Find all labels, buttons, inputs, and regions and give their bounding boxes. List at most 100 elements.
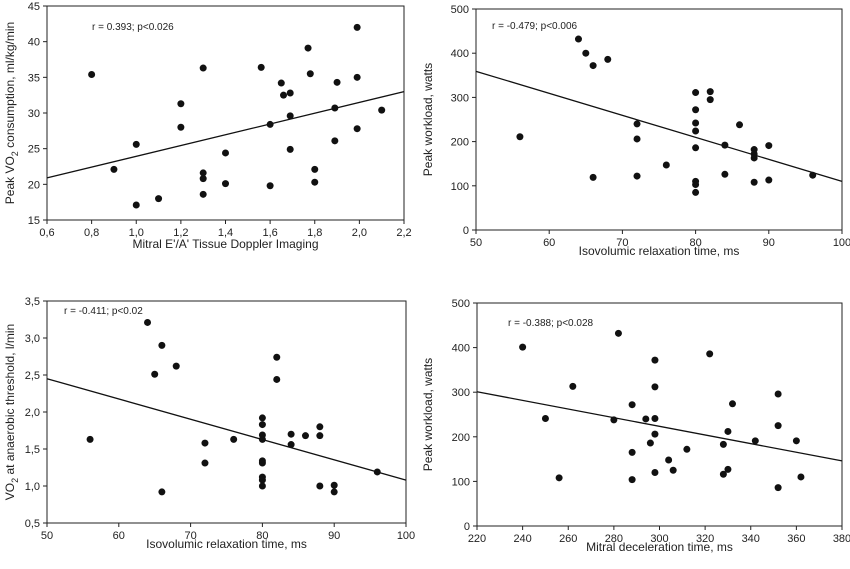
scatter-panel-3: 50 60 70 80 90 100 0,5 1,0 1,5 2,0 2,5 3,0 3,5 Isovol… — [3, 296, 415, 551]
data-point — [330, 481, 338, 489]
data-point — [311, 178, 319, 186]
x-tick-label: 60 — [543, 237, 555, 249]
data-point — [201, 459, 209, 467]
data-point — [378, 106, 386, 114]
plot-frame — [475, 8, 843, 231]
data-point — [266, 182, 274, 190]
y-tick-label: 500 — [451, 4, 469, 16]
data-point — [692, 119, 700, 127]
data-point — [172, 362, 180, 370]
data-point — [692, 144, 700, 152]
data-point — [651, 356, 659, 364]
data-point — [258, 435, 266, 443]
data-point — [258, 482, 266, 490]
data-point — [719, 440, 727, 448]
data-point — [353, 23, 361, 31]
data-point — [706, 88, 714, 96]
data-point — [662, 161, 670, 169]
data-point — [301, 432, 309, 440]
y-tick-label: 100 — [451, 181, 469, 193]
y-axis-label: Peak VO2 consumption, ml/kg/min — [3, 22, 20, 204]
data-point — [750, 178, 758, 186]
data-point — [287, 441, 295, 449]
data-point — [273, 353, 281, 361]
data-point — [604, 55, 612, 63]
x-tick-label: 1,2 — [173, 227, 188, 239]
x-tick-label: 60 — [113, 530, 125, 542]
data-point — [683, 445, 691, 453]
y-tick-label: 2,5 — [25, 370, 40, 382]
data-point — [286, 89, 294, 97]
x-tick-label: 340 — [742, 533, 760, 545]
y-tick-label: 35 — [28, 72, 40, 84]
data-point — [199, 169, 207, 177]
y-tick-label: 300 — [452, 387, 470, 399]
data-point — [809, 171, 817, 179]
x-tick-label: 1,0 — [129, 227, 144, 239]
data-point — [729, 400, 736, 408]
data-point — [330, 488, 338, 496]
x-tick-label: 90 — [328, 530, 340, 542]
data-point — [610, 416, 618, 424]
data-point — [692, 89, 700, 97]
data-point — [574, 35, 582, 43]
y-tick-label: 40 — [28, 37, 40, 49]
data-point — [651, 383, 659, 391]
data-point — [751, 437, 759, 445]
data-point — [555, 474, 563, 482]
data-point — [158, 341, 166, 349]
data-point — [721, 170, 729, 178]
data-point — [724, 465, 732, 473]
data-point — [311, 165, 319, 173]
data-point — [541, 415, 549, 423]
y-tick-label: 200 — [452, 432, 470, 444]
x-tick-label: 360 — [787, 533, 805, 545]
x-tick-label: 50 — [41, 530, 53, 542]
x-tick-label: 80 — [689, 237, 701, 249]
x-tick-label: 1,6 — [262, 227, 277, 239]
regression-line — [46, 90, 405, 179]
data-point — [222, 180, 229, 188]
data-point — [316, 482, 324, 490]
data-point — [353, 125, 361, 133]
data-point — [706, 96, 714, 104]
y-tick-label: 500 — [452, 298, 470, 310]
data-point — [633, 120, 641, 128]
y-axis-label: Peak workload, watts — [421, 358, 435, 471]
data-point — [230, 435, 238, 443]
data-point — [750, 154, 758, 162]
data-point — [589, 173, 597, 181]
data-point — [199, 190, 207, 198]
x-tick-label: 100 — [833, 237, 850, 249]
data-point — [669, 466, 677, 474]
data-point — [651, 415, 659, 423]
data-point — [333, 78, 341, 86]
data-point — [273, 375, 281, 383]
data-point — [721, 141, 729, 149]
data-point — [199, 175, 207, 183]
data-point — [569, 382, 577, 390]
x-axis-label: Mitral E'/A' Tissue Doppler Imaging — [133, 237, 319, 251]
data-point — [628, 448, 636, 456]
data-point — [151, 370, 159, 378]
x-tick-label: 70 — [184, 530, 196, 542]
y-tick-label: 15 — [28, 215, 40, 227]
data-point — [651, 468, 659, 476]
data-point — [719, 470, 727, 478]
regression-line — [46, 378, 407, 481]
x-tick-label: 1,4 — [218, 227, 233, 239]
data-point — [144, 318, 152, 326]
data-point — [692, 106, 700, 114]
plot-frame — [476, 302, 843, 527]
y-tick-label: 400 — [452, 343, 470, 355]
data-point — [86, 435, 94, 443]
x-tick-label: 2,2 — [396, 227, 411, 239]
y-tick-label: 45 — [28, 1, 40, 13]
scatter-panel-4: 220 240 260 280 300 320 340 360 380 0 100 200 300 400… — [421, 298, 850, 554]
correlation-annotation: r = 0.393; p<0.026 — [92, 22, 174, 33]
x-tick-label: 260 — [559, 533, 577, 545]
data-point — [177, 123, 185, 131]
data-point — [628, 401, 636, 409]
x-tick-label: 100 — [397, 530, 415, 542]
